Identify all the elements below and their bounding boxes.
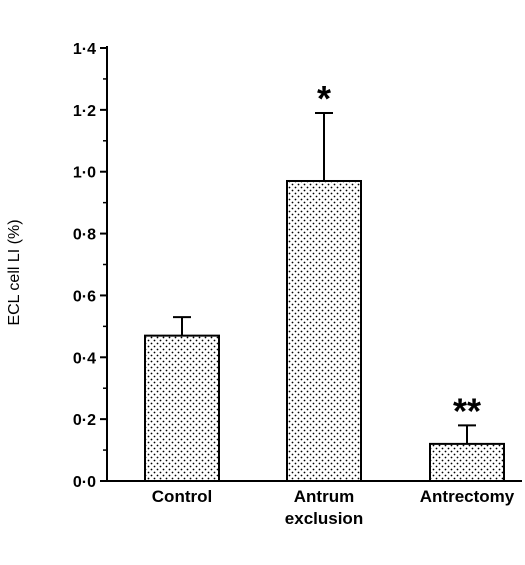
y-tick-label: 0·8 — [73, 227, 96, 244]
bars — [144, 179, 505, 482]
y-tick-label: 1·0 — [73, 165, 96, 182]
error-bars — [173, 111, 476, 444]
significance-marker: ** — [453, 390, 481, 431]
x-axis-category-labels: Control Antrum exclusion Antrectomy — [152, 487, 515, 528]
y-tick-label: 0·4 — [73, 350, 96, 367]
y-tick-label: 1·2 — [73, 103, 96, 120]
y-axis-label: ECL cell LI (%) — [6, 219, 23, 325]
x-category-label: Antrectomy — [420, 487, 515, 506]
y-tick-label: 0·2 — [73, 412, 96, 429]
bar — [286, 179, 362, 482]
x-category-label: exclusion — [285, 509, 363, 528]
y-tick-label: 0·0 — [73, 474, 96, 491]
x-category-label: Antrum — [294, 487, 354, 506]
significance-marker: * — [317, 78, 331, 119]
x-category-label: Control — [152, 487, 212, 506]
bar — [429, 442, 505, 482]
y-tick-label: 0·6 — [73, 288, 96, 305]
bar — [144, 334, 220, 482]
significance-markers: *** — [317, 78, 481, 431]
y-axis-ticks: 0·0 0·2 0·4 0·6 0·8 1·0 1·2 1·4 — [73, 41, 107, 491]
y-tick-label: 1·4 — [73, 41, 96, 58]
